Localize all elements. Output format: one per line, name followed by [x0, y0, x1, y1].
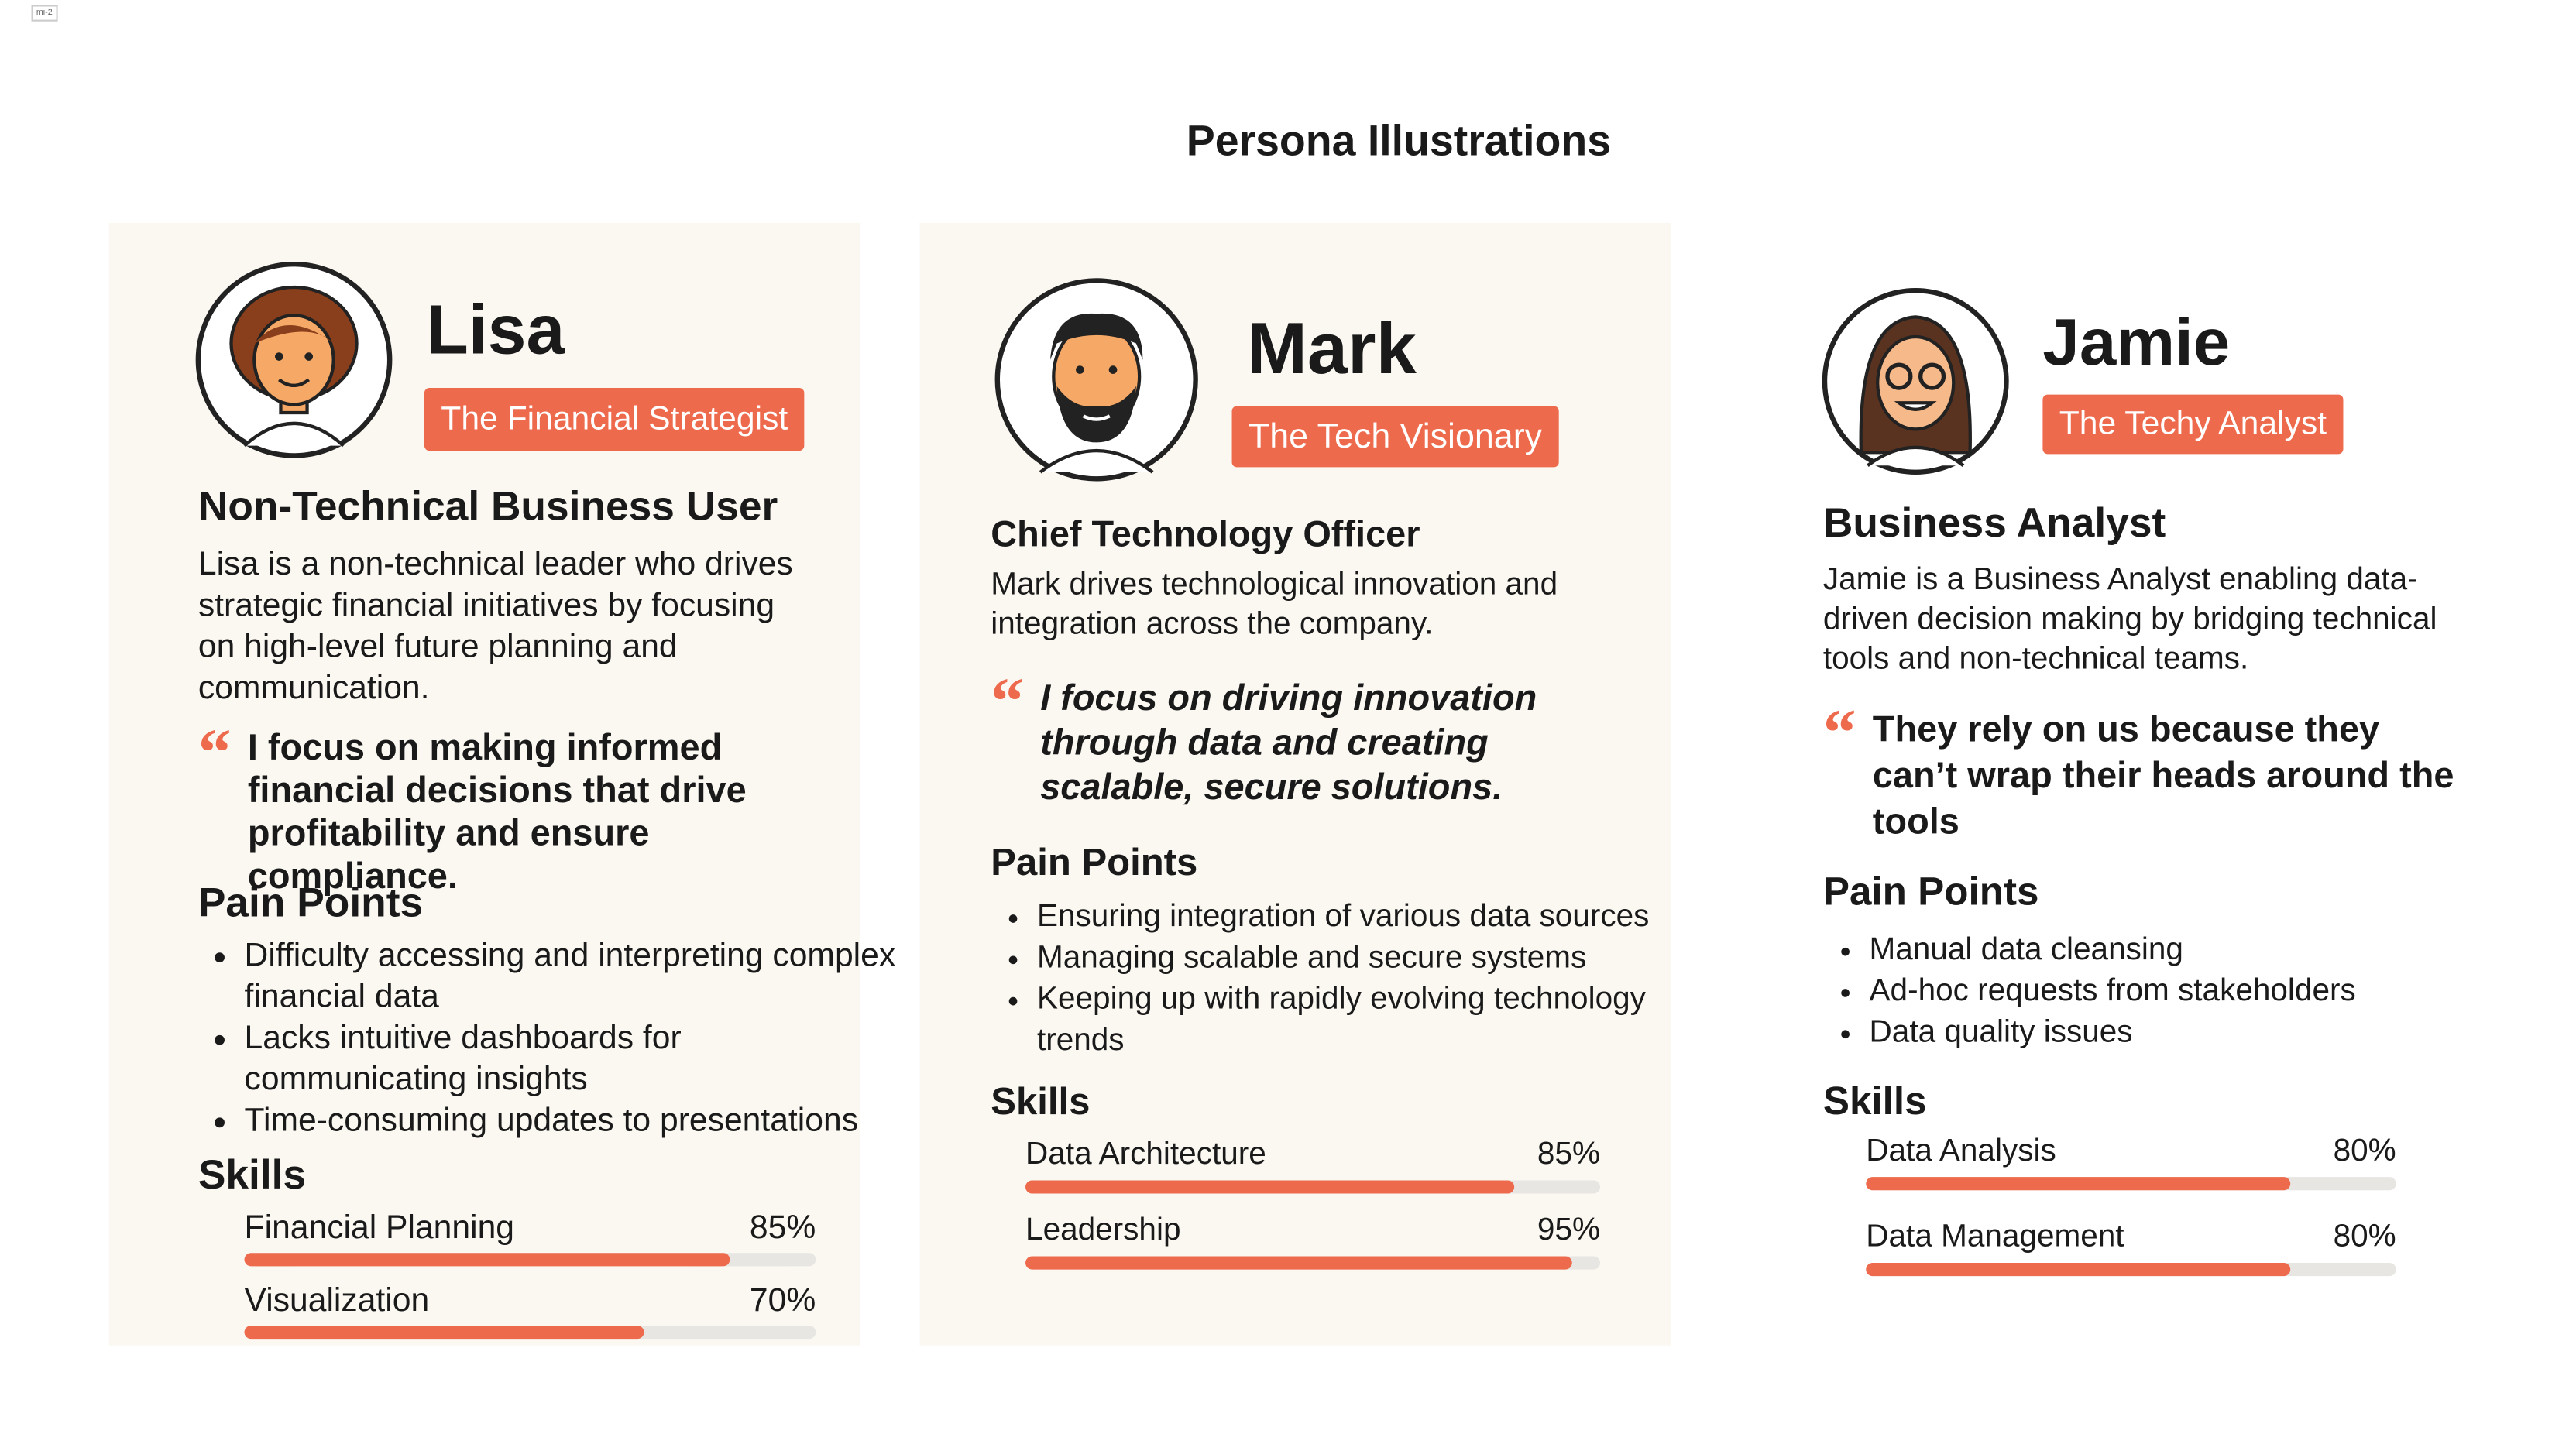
skill-percent: 70% [749, 1282, 816, 1319]
pain-point: Keeping up with rapidly evolving technol… [1037, 979, 1698, 1062]
avatar [994, 278, 1198, 482]
persona-quote: They rely on us because they can’t wrap … [1872, 708, 2454, 842]
section-heading: Pain Points [197, 880, 424, 927]
pain-point: Data quality issues [1870, 1012, 2497, 1053]
persona-description: Lisa is a non-technical leader who drive… [197, 546, 793, 707]
persona-tagline: The Financial Strategist [424, 388, 805, 451]
badge: mi-2 [31, 5, 58, 22]
skill-track [244, 1253, 816, 1267]
skill-percent: 80% [2333, 1219, 2396, 1255]
pain-point: Managing scalable and secure systems [1037, 938, 1698, 979]
persona-card: Lisa The Financial Strategist Non-Technica… [108, 222, 895, 1346]
avatar [1822, 288, 2009, 475]
quote-mark: “ [991, 664, 1024, 739]
skill-percent: 95% [1537, 1213, 1601, 1248]
pain-point: Manual data cleansing [1870, 929, 2497, 970]
pain-point: Lacks intuitive dashboards for communica… [245, 1019, 905, 1102]
section-heading: Pain Points [1822, 870, 2039, 915]
skill-bar [1025, 1180, 1514, 1194]
persona-tagline: The Tech Visionary [1231, 406, 1559, 468]
pain-points: Ensuring integration of various data sou… [991, 897, 1698, 1062]
skill-bar [1025, 1256, 1571, 1270]
skill-track [244, 1326, 816, 1340]
skill-track [1025, 1180, 1601, 1194]
section-heading: Skills [991, 1079, 1091, 1123]
skill-name: Data Architecture [1025, 1137, 1266, 1172]
skill-name: Data Management [1866, 1219, 2124, 1255]
skill-percent: 85% [749, 1209, 816, 1247]
persona-role: Non-Technical Business User [197, 483, 778, 530]
skill-percent: 85% [1537, 1137, 1601, 1172]
pain-points: Difficulty accessing and interpreting co… [198, 936, 905, 1143]
persona-card: Jamie The Techy Analyst Business Analyst Ja… [1791, 223, 2543, 1346]
persona-tagline: The Techy Analyst [2042, 394, 2344, 455]
quote-mark: “ [1822, 695, 1856, 770]
skill-name: Leadership [1025, 1213, 1181, 1248]
persona-role: Business Analyst [1822, 500, 2166, 547]
skill-track [1866, 1263, 2396, 1277]
skill-track [1025, 1256, 1601, 1270]
persona-description: Jamie is a Business Analyst enabling dat… [1822, 563, 2437, 677]
persona-name: Lisa [426, 290, 565, 369]
page-title: Persona Illustrations [1186, 115, 1612, 166]
skill-track [1866, 1177, 2396, 1191]
skill-bar [1866, 1263, 2290, 1277]
persona-quote: I focus on driving innovation through da… [1040, 677, 1537, 808]
pain-point: Difficulty accessing and interpreting co… [245, 936, 905, 1019]
skill-bar [244, 1326, 644, 1340]
skill-name: Visualization [244, 1282, 430, 1319]
persona-role: Chief Technology Officer [991, 513, 1420, 555]
persona-name: Mark [1246, 308, 1417, 390]
skill-bar [244, 1253, 730, 1267]
section-heading: Skills [197, 1152, 307, 1199]
persona-description: Mark drives technological innovation and… [991, 568, 1558, 643]
skill-name: Data Analysis [1866, 1134, 2056, 1169]
section-heading: Pain Points [991, 840, 1198, 883]
skill-percent: 80% [2333, 1134, 2396, 1169]
pain-point: Time-consuming updates to presentations [245, 1101, 905, 1142]
skill-bar [1866, 1177, 2290, 1191]
avatar [195, 261, 393, 458]
section-heading: Skills [1822, 1079, 1927, 1124]
quote-mark: “ [197, 715, 232, 790]
persona-card: Mark The Tech Visionary Chief Technology O… [919, 222, 1671, 1346]
persona-name: Jamie [2042, 307, 2231, 380]
pain-points: Manual data cleansingAd-hoc requests fro… [1823, 929, 2497, 1053]
pain-point: Ad-hoc requests from stakeholders [1870, 971, 2497, 1012]
skill-name: Financial Planning [244, 1209, 515, 1247]
pain-point: Ensuring integration of various data sou… [1037, 897, 1698, 938]
persona-quote: I focus on making informed financial dec… [247, 726, 747, 897]
